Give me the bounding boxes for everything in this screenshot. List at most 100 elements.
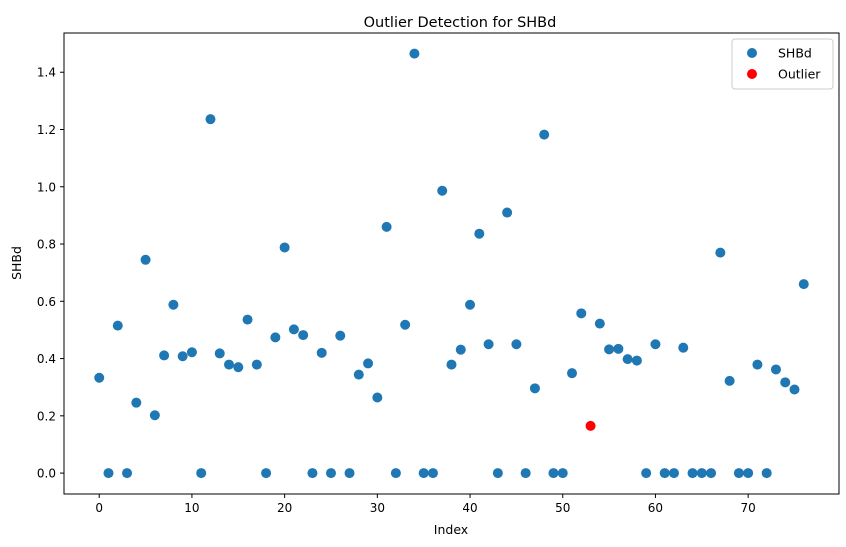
shbd-point: [177, 351, 188, 362]
y-tick-label: 0.2: [37, 409, 56, 423]
shbd-point: [780, 377, 791, 388]
shbd-point: [539, 129, 550, 140]
shbd-point: [659, 468, 670, 479]
shbd-point: [298, 330, 309, 341]
shbd-point: [724, 375, 735, 386]
legend-marker-outlier: [747, 69, 757, 79]
shbd-point: [112, 320, 123, 331]
shbd-point: [622, 354, 633, 365]
shbd-point: [242, 314, 253, 325]
shbd-point: [409, 48, 420, 59]
shbd-point: [400, 319, 411, 330]
shbd-point: [678, 342, 689, 353]
shbd-point: [557, 468, 568, 479]
shbd-point: [567, 368, 578, 379]
y-tick-label: 0.0: [37, 467, 56, 481]
shbd-point: [455, 344, 466, 355]
shbd-point: [251, 359, 262, 370]
shbd-point: [631, 355, 642, 366]
shbd-point: [594, 318, 605, 329]
shbd-point: [548, 468, 559, 479]
shbd-point: [279, 242, 290, 253]
shbd-point: [687, 468, 698, 479]
x-tick-label: 20: [277, 501, 292, 515]
shbd-point: [149, 410, 160, 421]
shbd-point: [715, 247, 726, 258]
shbd-point: [798, 279, 809, 290]
shbd-point: [122, 468, 133, 479]
plot-frame: [63, 32, 840, 495]
y-tick-label: 1.0: [37, 180, 56, 194]
shbd-point: [437, 185, 448, 196]
shbd-point: [474, 228, 485, 239]
x-tick-label: 70: [741, 501, 756, 515]
shbd-point: [492, 468, 503, 479]
shbd-point: [205, 114, 216, 125]
y-tick-label: 0.8: [37, 238, 56, 252]
x-tick-label: 50: [555, 501, 570, 515]
shbd-point: [520, 468, 531, 479]
x-tick-label: 40: [462, 501, 477, 515]
shbd-point: [316, 347, 327, 358]
shbd-point: [427, 468, 438, 479]
shbd-point: [196, 468, 207, 479]
shbd-point: [668, 468, 679, 479]
shbd-point: [650, 339, 661, 350]
x-tick-label: 10: [184, 501, 199, 515]
plot-area: [94, 48, 809, 479]
shbd-point: [446, 359, 457, 370]
shbd-point: [733, 468, 744, 479]
x-tick-label: 30: [370, 501, 385, 515]
shbd-point: [465, 299, 476, 310]
legend: SHBd Outlier: [731, 38, 834, 90]
y-tick-label: 1.2: [37, 123, 56, 137]
shbd-point: [353, 369, 364, 380]
x-axis-label: Index: [434, 522, 468, 537]
shbd-point: [483, 339, 494, 350]
y-tick-label: 0.4: [37, 352, 56, 366]
shbd-point: [770, 364, 781, 375]
outlier-point: [585, 420, 596, 431]
shbd-point: [186, 347, 197, 358]
shbd-point: [270, 332, 281, 343]
shbd-point: [752, 359, 763, 370]
shbd-point: [140, 254, 151, 265]
shbd-point: [696, 468, 707, 479]
shbd-point: [103, 468, 114, 479]
shbd-point: [381, 221, 392, 232]
shbd-point: [335, 330, 346, 341]
shbd-point: [131, 397, 142, 408]
shbd-point: [94, 372, 105, 383]
shbd-point: [372, 392, 383, 403]
shbd-point: [604, 344, 615, 355]
shbd-point: [511, 339, 522, 350]
shbd-point: [613, 343, 624, 354]
shbd-point: [761, 468, 772, 479]
shbd-point: [224, 359, 235, 370]
shbd-point: [363, 358, 374, 369]
shbd-point: [576, 308, 587, 319]
shbd-point: [168, 299, 179, 310]
chart-title: Outlier Detection for SHBd: [364, 15, 557, 31]
shbd-point: [233, 362, 244, 373]
shbd-point: [418, 468, 429, 479]
shbd-point: [325, 468, 336, 479]
y-tick-label: 0.6: [37, 295, 56, 309]
shbd-point: [502, 207, 513, 218]
y-axis: 0.0 0.2 0.4 0.6 0.8 1.0 1.2 1.4: [37, 66, 64, 481]
shbd-point: [288, 324, 299, 335]
y-axis-label: SHBd: [9, 246, 24, 280]
x-tick-label: 60: [648, 501, 663, 515]
shbd-point: [261, 468, 272, 479]
shbd-point: [706, 468, 717, 479]
shbd-point: [159, 350, 170, 361]
shbd-point: [789, 384, 800, 395]
legend-label-shbd: SHBd: [778, 46, 812, 61]
legend-box: [731, 38, 834, 90]
shbd-point: [390, 468, 401, 479]
shbd-point: [529, 383, 540, 394]
legend-marker-shbd: [747, 48, 757, 58]
x-axis: 0 10 20 30 40 50 60 70: [95, 494, 756, 515]
shbd-point: [214, 348, 225, 359]
